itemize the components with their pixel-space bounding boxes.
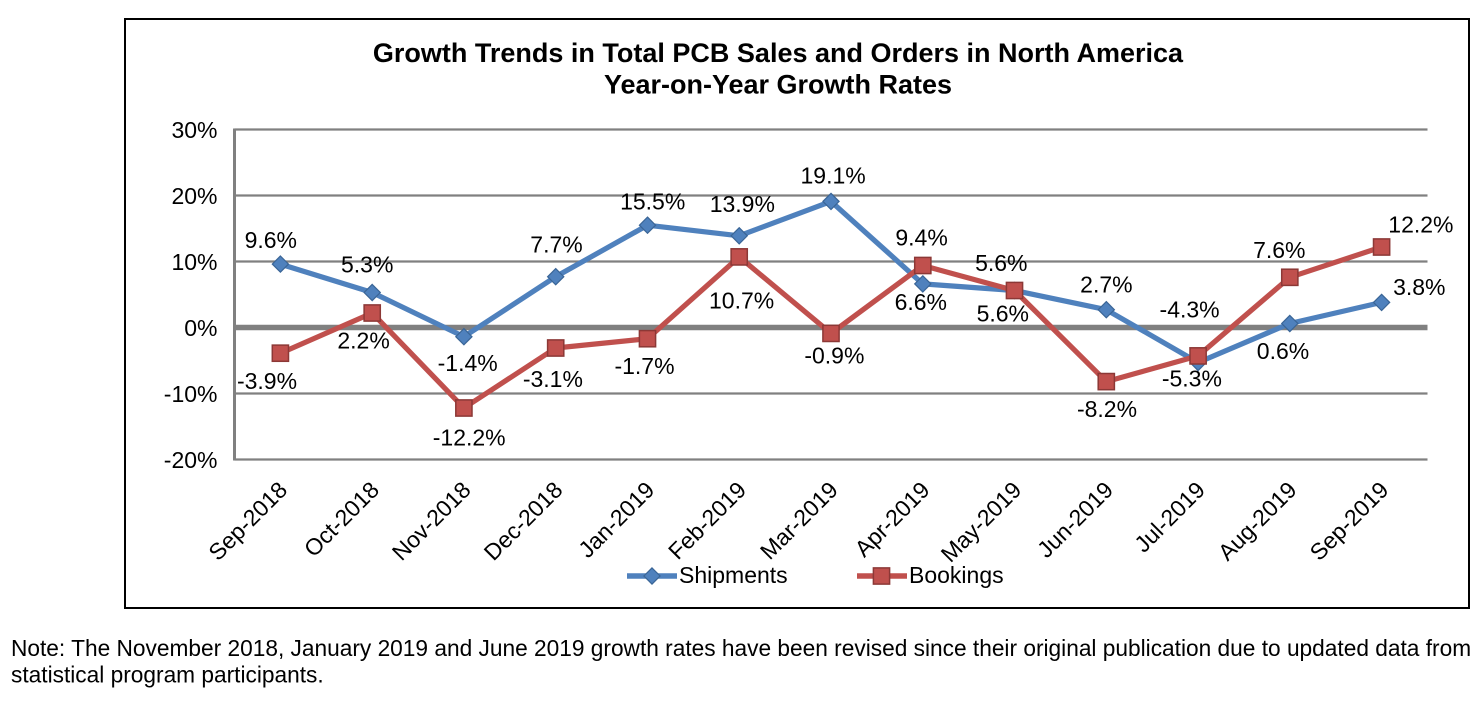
svg-text:5.6%: 5.6% [977, 301, 1029, 327]
svg-text:2.7%: 2.7% [1080, 271, 1132, 297]
svg-text:-0.9%: -0.9% [804, 343, 864, 369]
svg-text:-3.1%: -3.1% [523, 366, 583, 392]
svg-text:statistical program participan: statistical program participants. [11, 662, 324, 688]
svg-text:20%: 20% [171, 183, 217, 209]
svg-text:7.6%: 7.6% [1253, 237, 1305, 263]
svg-text:Year-on-Year Growth Rates: Year-on-Year Growth Rates [604, 70, 952, 100]
svg-text:13.9%: 13.9% [710, 191, 775, 217]
svg-text:10%: 10% [171, 249, 217, 275]
svg-text:-12.2%: -12.2% [433, 425, 506, 451]
svg-text:5.3%: 5.3% [341, 251, 393, 277]
svg-text:15.5%: 15.5% [620, 188, 685, 214]
svg-text:-5.3%: -5.3% [1162, 365, 1222, 391]
svg-text:5.6%: 5.6% [975, 250, 1027, 276]
svg-text:Growth Trends in Total PCB Sal: Growth Trends in Total PCB Sales and Ord… [373, 38, 1184, 68]
svg-text:6.6%: 6.6% [895, 289, 947, 315]
svg-text:9.6%: 9.6% [245, 227, 297, 253]
svg-text:19.1%: 19.1% [800, 163, 865, 189]
svg-text:Shipments: Shipments [679, 562, 788, 588]
svg-text:30%: 30% [171, 117, 217, 143]
svg-text:-20%: -20% [164, 447, 218, 473]
svg-text:-1.4%: -1.4% [438, 350, 498, 376]
svg-text:12.2%: 12.2% [1388, 212, 1453, 238]
svg-text:-1.7%: -1.7% [614, 353, 674, 379]
svg-text:0%: 0% [184, 315, 217, 341]
svg-text:-4.3%: -4.3% [1160, 296, 1220, 322]
svg-text:2.2%: 2.2% [337, 328, 389, 354]
svg-text:-8.2%: -8.2% [1077, 396, 1137, 422]
svg-text:-3.9%: -3.9% [237, 368, 297, 394]
svg-text:-10%: -10% [164, 381, 218, 407]
svg-text:0.6%: 0.6% [1257, 338, 1309, 364]
svg-text:3.8%: 3.8% [1393, 274, 1445, 300]
svg-text:Note: The November 2018, Janua: Note: The November 2018, January 2019 an… [11, 635, 1471, 661]
svg-text:7.7%: 7.7% [530, 231, 582, 257]
svg-text:Bookings: Bookings [909, 562, 1004, 588]
svg-text:10.7%: 10.7% [709, 288, 774, 314]
svg-text:9.4%: 9.4% [895, 225, 947, 251]
